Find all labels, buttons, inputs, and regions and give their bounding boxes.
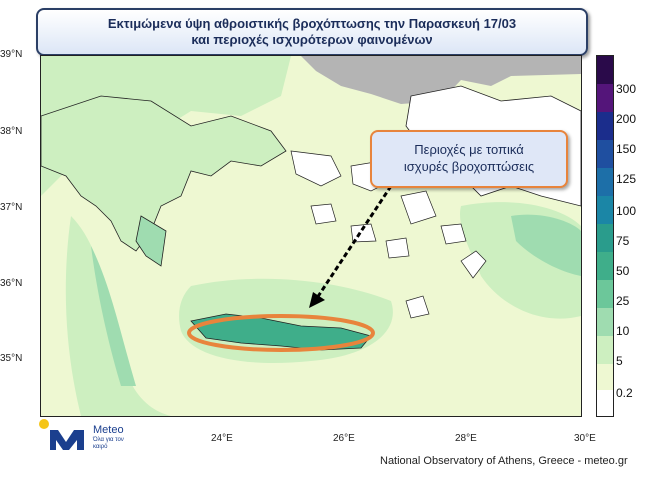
colorbar-seg-5 — [597, 168, 613, 196]
colorbar-label-50: 50 — [616, 264, 630, 278]
colorbar-seg-4 — [597, 140, 613, 168]
colorbar-seg-2 — [597, 84, 613, 112]
lon-label-30: 30°E — [574, 433, 596, 444]
callout-line-2: ισχυρές βροχοπτώσεις — [403, 159, 535, 174]
rainfall-colorbar — [596, 55, 614, 417]
rainfall-map-svg — [41, 56, 581, 416]
lat-label-37: 37°N — [0, 202, 23, 213]
colorbar-seg-11 — [597, 336, 613, 364]
colorbar-label-5: 5 — [616, 354, 623, 368]
colorbar-label-300: 300 — [616, 82, 637, 96]
meteo-logo-icon — [39, 419, 84, 450]
heavy-rain-highlight-ellipse — [187, 314, 375, 352]
colorbar-label-100: 100 — [616, 204, 637, 218]
colorbar-label-200: 200 — [616, 112, 637, 126]
rain-zone-west-band — [65, 216, 171, 416]
lat-label-38: 38°N — [0, 126, 23, 137]
colorbar-label-25: 25 — [616, 294, 630, 308]
logo-tagline: Όλα για τον καιρό — [93, 437, 124, 450]
rain-zone-east-core — [511, 214, 581, 276]
colorbar-label-150: 150 — [616, 142, 637, 156]
colorbar-seg-8 — [597, 252, 613, 280]
rhodes-island — [460, 250, 487, 279]
lat-label-35: 35°N — [0, 353, 23, 364]
heavy-rain-callout: Περιοχές με τοπικά ισχυρές βροχοπτώσεις — [370, 130, 568, 188]
lat-label-36: 36°N — [0, 278, 23, 289]
logo-wordmark: Meteo — [93, 424, 124, 436]
colorbar-label-125: 125 — [616, 172, 637, 186]
callout-arrow-line — [313, 185, 393, 302]
map-title-box: Εκτιμώμενα ύψη αθροιστικής βροχόπτωσης τ… — [36, 8, 588, 56]
colorbar-label-0-2: 0.2 — [616, 386, 633, 400]
rainfall-map — [40, 55, 582, 417]
colorbar-seg-6 — [597, 196, 613, 224]
title-line-1: Εκτιμώμενα ύψη αθροιστικής βροχόπτωσης τ… — [107, 16, 517, 31]
colorbar-seg-3 — [597, 112, 613, 140]
colorbar-seg-7 — [597, 224, 613, 252]
colorbar-label-10: 10 — [616, 324, 630, 338]
colorbar-seg-12 — [597, 364, 613, 390]
colorbar-seg-13 — [597, 390, 613, 416]
colorbar-seg-9 — [597, 280, 613, 308]
source-credit: National Observatory of Athens, Greece -… — [380, 455, 628, 467]
callout-arrow-head — [309, 292, 325, 308]
lon-label-24: 24°E — [211, 433, 233, 444]
lat-label-39: 39°N — [0, 49, 23, 60]
rain-zone-west-core — [91, 246, 136, 386]
lon-label-28: 28°E — [455, 433, 477, 444]
peloponnese-southern-landmass — [135, 215, 167, 267]
callout-line-1: Περιοχές με τοπικά — [414, 142, 524, 157]
lon-label-26: 26°E — [333, 433, 355, 444]
colorbar-seg-10 — [597, 308, 613, 336]
colorbar-seg-1 — [597, 56, 613, 84]
outside-domain-area — [301, 56, 581, 104]
colorbar-label-75: 75 — [616, 234, 630, 248]
mainland-greece-landmass — [41, 95, 287, 252]
title-line-2: και περιοχές ισχυρότερων φαινομένων — [191, 32, 433, 47]
